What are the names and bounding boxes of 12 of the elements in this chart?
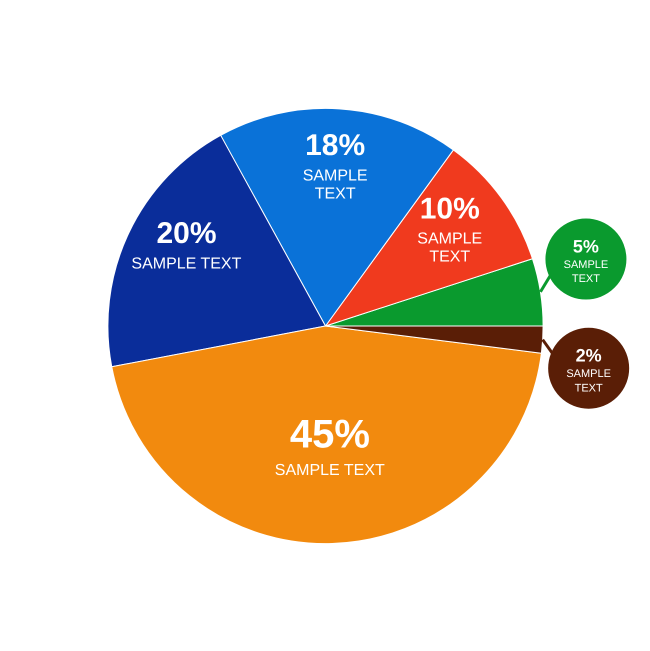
data-label: 5% (572, 236, 599, 256)
data-label: 20% (156, 217, 217, 250)
slice-label: SAMPLE TEXT (131, 255, 242, 272)
slice-label: SAMPLE TEXT (302, 167, 368, 202)
data-label: 45% (290, 412, 370, 457)
data-label: 18% (305, 129, 366, 162)
data-label: 10% (420, 192, 480, 226)
slice-label: SAMPLE TEXT (566, 368, 611, 394)
slice-label: SAMPLE TEXT (274, 462, 385, 479)
slice-label: SAMPLE TEXT (564, 259, 608, 286)
data-label: 2% (576, 346, 602, 366)
slice-label: SAMPLE TEXT (417, 230, 482, 266)
